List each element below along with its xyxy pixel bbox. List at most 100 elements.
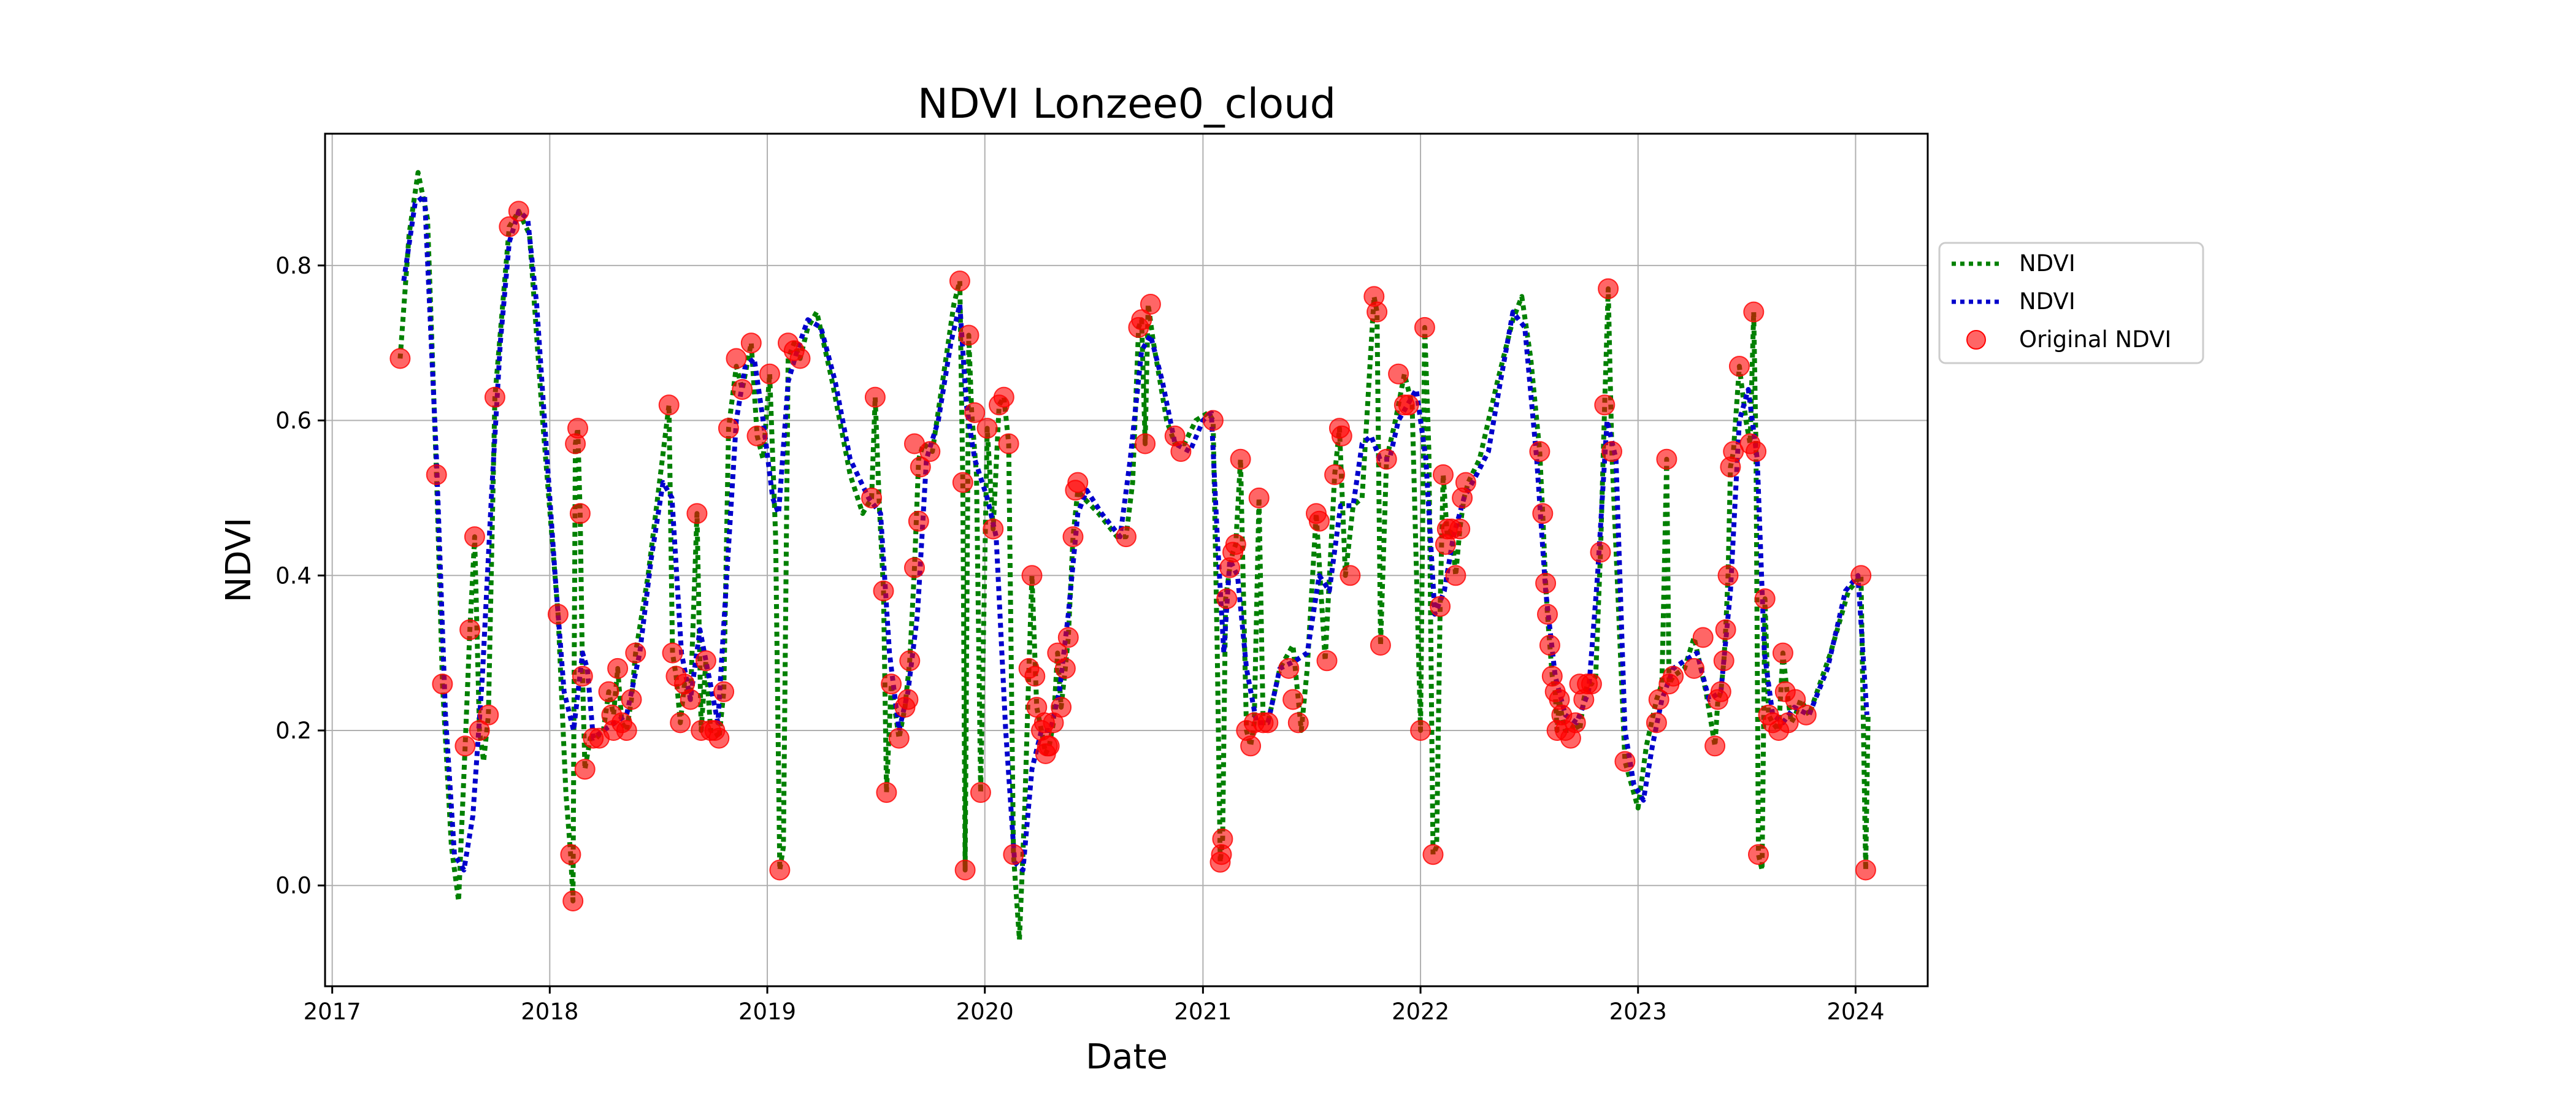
original-ndvi-point [1746, 441, 1767, 462]
original-ndvi-point [1850, 565, 1872, 586]
original-ndvi-point [1248, 487, 1270, 508]
plot-frame [324, 132, 1929, 987]
original-ndvi-point [1131, 309, 1152, 331]
original-ndvi-point [1748, 844, 1769, 865]
original-ndvi-point [1785, 689, 1806, 710]
x-tick-label: 2018 [521, 999, 578, 1025]
original-ndvi-point [1038, 735, 1060, 757]
original-ndvi-point [1225, 534, 1246, 555]
original-ndvi-point [1230, 448, 1251, 470]
original-ndvi-point [1116, 526, 1137, 548]
series-original-ndvi-points [389, 201, 1876, 911]
original-ndvi-point [1594, 394, 1616, 416]
original-ndvi-point [1777, 712, 1799, 734]
original-ndvi-point [708, 727, 730, 749]
original-ndvi-point [686, 503, 708, 524]
original-ndvi-point [954, 859, 976, 881]
original-ndvi-point [1240, 735, 1262, 757]
original-ndvi-point [567, 418, 588, 439]
chart-title: NDVI Lonzee0_cloud [918, 80, 1336, 128]
original-ndvi-point [919, 441, 941, 462]
y-tick-label: 0.0 [275, 873, 312, 899]
original-ndvi-point [864, 386, 886, 408]
original-ndvi-point [952, 472, 973, 493]
x-tick-label: 2021 [1174, 999, 1232, 1025]
original-ndvi-point [1324, 464, 1346, 485]
original-ndvi-point [1743, 301, 1765, 323]
original-ndvi-point [1581, 673, 1602, 695]
original-ndvi-point [899, 650, 921, 672]
series-line-ndvi-blue [401, 193, 1869, 873]
original-ndvi-point [1367, 301, 1388, 323]
original-ndvi-point [1316, 650, 1338, 672]
original-ndvi-point [983, 518, 1004, 540]
original-ndvi-point [1713, 650, 1735, 672]
legend-label-original-ndvi: Original NDVI [2019, 326, 2171, 353]
original-ndvi-point [1140, 294, 1161, 315]
original-ndvi-point [1663, 665, 1684, 687]
original-ndvi-point [1754, 588, 1776, 610]
original-ndvi-point [1021, 565, 1043, 586]
original-ndvi-point [1715, 619, 1736, 640]
original-ndvi-point [464, 526, 485, 548]
original-ndvi-point [569, 503, 591, 524]
original-ndvi-point [1430, 596, 1451, 617]
original-ndvi-point [1278, 657, 1300, 679]
x-tick-label: 2019 [738, 999, 796, 1025]
original-ndvi-point [1704, 735, 1726, 757]
original-ndvi-point [1370, 635, 1391, 656]
original-ndvi-point [1601, 441, 1622, 462]
original-ndvi-point [1051, 697, 1072, 718]
original-ndvi-point [1565, 712, 1586, 734]
original-ndvi-point [964, 402, 986, 423]
original-ndvi-point [478, 704, 499, 726]
original-ndvi-point [1537, 604, 1558, 625]
original-ndvi-point [908, 510, 929, 532]
original-ndvi-point [1539, 635, 1560, 656]
original-ndvi-point [1728, 356, 1750, 377]
original-ndvi-point [1598, 278, 1619, 299]
legend-label-ndvi-green: NDVI [2019, 250, 2076, 277]
y-tick-label: 0.2 [275, 718, 312, 744]
original-ndvi-point [726, 348, 747, 369]
original-ndvi-point [1449, 518, 1471, 540]
original-ndvi-point [670, 712, 691, 734]
original-ndvi-point [1376, 448, 1397, 470]
original-ndvi-point [1388, 363, 1409, 385]
original-ndvi-point [562, 891, 584, 911]
original-ndvi-point [616, 720, 637, 741]
original-ndvi-point [1455, 472, 1476, 493]
original-ndvi-point [1614, 751, 1636, 772]
original-ndvi-point [484, 386, 505, 408]
series-layer [389, 170, 1876, 943]
original-ndvi-point [861, 487, 883, 508]
y-tick-label: 0.4 [275, 562, 312, 589]
original-ndvi-point [759, 363, 780, 385]
original-ndvi-point [469, 720, 490, 741]
original-ndvi-point [1656, 448, 1677, 470]
original-ndvi-point [1216, 588, 1238, 610]
original-ndvi-point [958, 324, 979, 346]
original-ndvi-point [1535, 572, 1557, 594]
legend-swatch-original-points [1966, 330, 1986, 350]
original-ndvi-point [1710, 681, 1731, 702]
original-ndvi-point [732, 379, 753, 400]
original-ndvi-point [769, 859, 791, 881]
original-ndvi-point [1398, 394, 1419, 416]
original-ndvi-point [680, 689, 701, 710]
original-ndvi-point [574, 759, 596, 780]
original-ndvi-point [1170, 441, 1192, 462]
original-ndvi-point [459, 619, 481, 640]
original-ndvi-point [1257, 712, 1279, 734]
original-ndvi-point [1532, 503, 1554, 524]
original-ndvi-point [718, 418, 739, 439]
y-tick-label: 0.6 [275, 408, 312, 434]
original-ndvi-point [897, 689, 919, 710]
original-ndvi-point [993, 386, 1014, 408]
original-ndvi-point [572, 665, 593, 687]
original-ndvi-point [1003, 844, 1024, 865]
original-ndvi-point [904, 557, 925, 578]
original-ndvi-point [1135, 433, 1156, 454]
